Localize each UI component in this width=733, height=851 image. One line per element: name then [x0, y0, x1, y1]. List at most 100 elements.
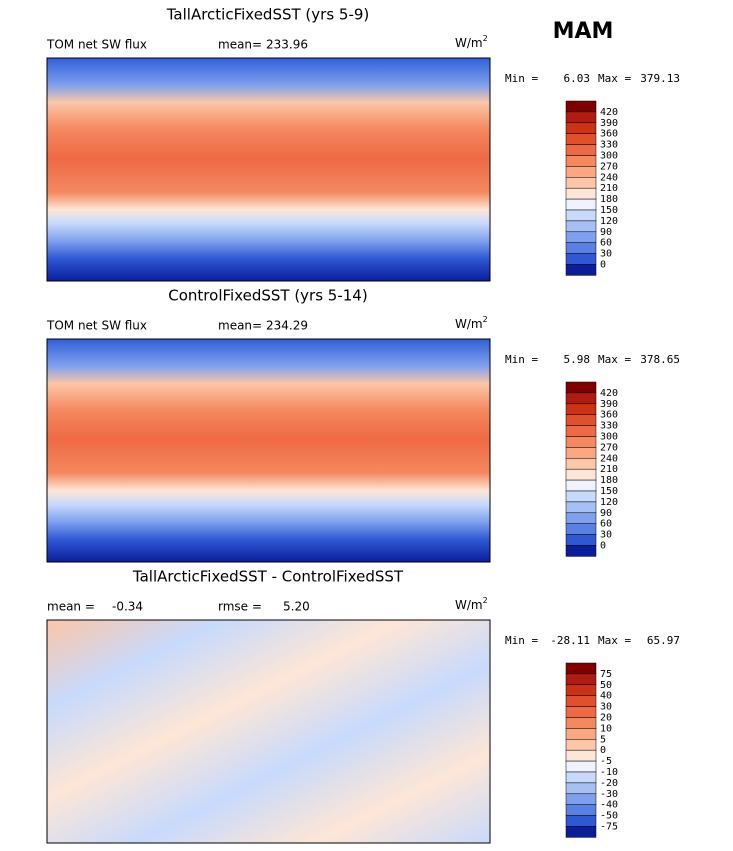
colorbar-label: 330 [600, 140, 618, 151]
min-value: 5.98 [564, 353, 591, 366]
colorbar-box [565, 144, 597, 156]
variable-label: TOM net SW flux [46, 319, 147, 333]
colorbar-box [565, 523, 597, 535]
colorbar-label: 30 [600, 530, 612, 541]
colorbar-label: 240 [600, 453, 618, 464]
colorbar-box [565, 804, 597, 816]
colorbar-label: 0 [600, 541, 606, 552]
colorbar-box [565, 695, 597, 707]
colorbar-box [565, 468, 597, 481]
colorbar-box [565, 501, 597, 514]
colorbar-label: 390 [600, 118, 618, 129]
stat-label: mean= [218, 38, 262, 52]
colorbar-label: 300 [600, 432, 618, 443]
map [46, 338, 491, 563]
colorbar-label: 120 [600, 497, 618, 508]
colorbar-label: 0 [600, 260, 606, 271]
colorbar-box [565, 534, 597, 546]
colorbar-label: 60 [600, 519, 612, 530]
colorbar-box [565, 100, 597, 113]
colorbar-label: 150 [600, 205, 618, 216]
units-exponent: 2 [483, 596, 488, 605]
colorbar-label: 10 [600, 723, 612, 734]
colorbar-label: 360 [600, 129, 618, 140]
colorbar-label: -10 [600, 767, 618, 778]
colorbar-box [565, 706, 597, 718]
colorbar-box [565, 826, 597, 838]
max-value: 65.97 [647, 634, 680, 647]
variable-label: TOM net SW flux [46, 38, 147, 52]
units-exponent: 2 [483, 315, 488, 324]
colorbar-label: 75 [600, 669, 612, 680]
colorbar-label: 30 [600, 702, 612, 713]
colorbar-box [565, 122, 597, 134]
colorbar-box [565, 512, 597, 524]
season-label: MAM [553, 19, 614, 44]
units: W/m2 [455, 315, 488, 331]
colorbar-label: 90 [600, 227, 612, 238]
colorbar-label: 150 [600, 486, 618, 497]
colorbar-label: 40 [600, 691, 612, 702]
colorbar-label: 270 [600, 161, 618, 172]
colorbar-box [565, 684, 597, 696]
colorbar-box [565, 414, 597, 426]
colorbar-box [565, 220, 597, 233]
stat-value: 234.29 [266, 319, 308, 333]
panel-title: TallArcticFixedSST - ControlFixedSST [132, 568, 404, 586]
colorbar-label: 210 [600, 183, 618, 194]
colorbar-label: 50 [600, 680, 612, 691]
units: W/m2 [455, 34, 488, 50]
max-label: Max = [598, 634, 631, 647]
colorbar-box [565, 490, 597, 503]
colorbar-box [565, 760, 597, 773]
colorbar-box [565, 673, 597, 686]
min-value: -28.11 [550, 634, 590, 647]
colorbar-box [565, 264, 597, 276]
stat-label: mean= [218, 319, 262, 333]
colorbar-box [565, 242, 597, 254]
colorbar-label: 180 [600, 475, 618, 486]
colorbar-box [565, 436, 597, 448]
colorbar-box [565, 111, 597, 124]
colorbar-box [565, 479, 597, 492]
colorbar-label: -5 [600, 756, 612, 767]
colorbar-box [565, 198, 597, 211]
colorbar-box [565, 793, 597, 805]
min-label: Min = [505, 72, 538, 85]
colorbar-box [565, 815, 597, 827]
colorbar-label: 420 [600, 388, 618, 399]
colorbar-label: 270 [600, 442, 618, 453]
max-label: Max = [598, 72, 631, 85]
colorbar-label: 30 [600, 249, 612, 260]
min-value: 6.03 [564, 72, 591, 85]
map [46, 619, 491, 844]
units-base: W/m [455, 36, 483, 50]
colorbar-label: 300 [600, 151, 618, 162]
units-base: W/m [455, 317, 483, 331]
min-label: Min = [505, 353, 538, 366]
stat-label: rmse = [218, 600, 262, 614]
stat-value: -0.34 [112, 600, 143, 614]
units: W/m2 [455, 596, 488, 612]
colorbar-label: 330 [600, 421, 618, 432]
colorbar-box [565, 662, 597, 675]
colorbar-box [565, 231, 597, 243]
colorbar-label: -40 [600, 800, 618, 811]
colorbar-label: 390 [600, 399, 618, 410]
colorbar-box [565, 155, 597, 167]
colorbar-label: -50 [600, 811, 618, 822]
stat-value: 5.20 [283, 600, 310, 614]
colorbar-label: 120 [600, 216, 618, 227]
colorbar-label: 210 [600, 464, 618, 475]
colorbar-box [565, 166, 597, 178]
colorbar-box [565, 253, 597, 265]
colorbar-box [565, 447, 597, 459]
colorbar-label: 5 [600, 734, 606, 745]
colorbar-box [565, 782, 597, 795]
colorbar-label: 180 [600, 194, 618, 205]
map [46, 57, 491, 282]
colorbar-box [565, 392, 597, 405]
colorbar-label: 90 [600, 508, 612, 519]
colorbar-label: 420 [600, 107, 618, 118]
